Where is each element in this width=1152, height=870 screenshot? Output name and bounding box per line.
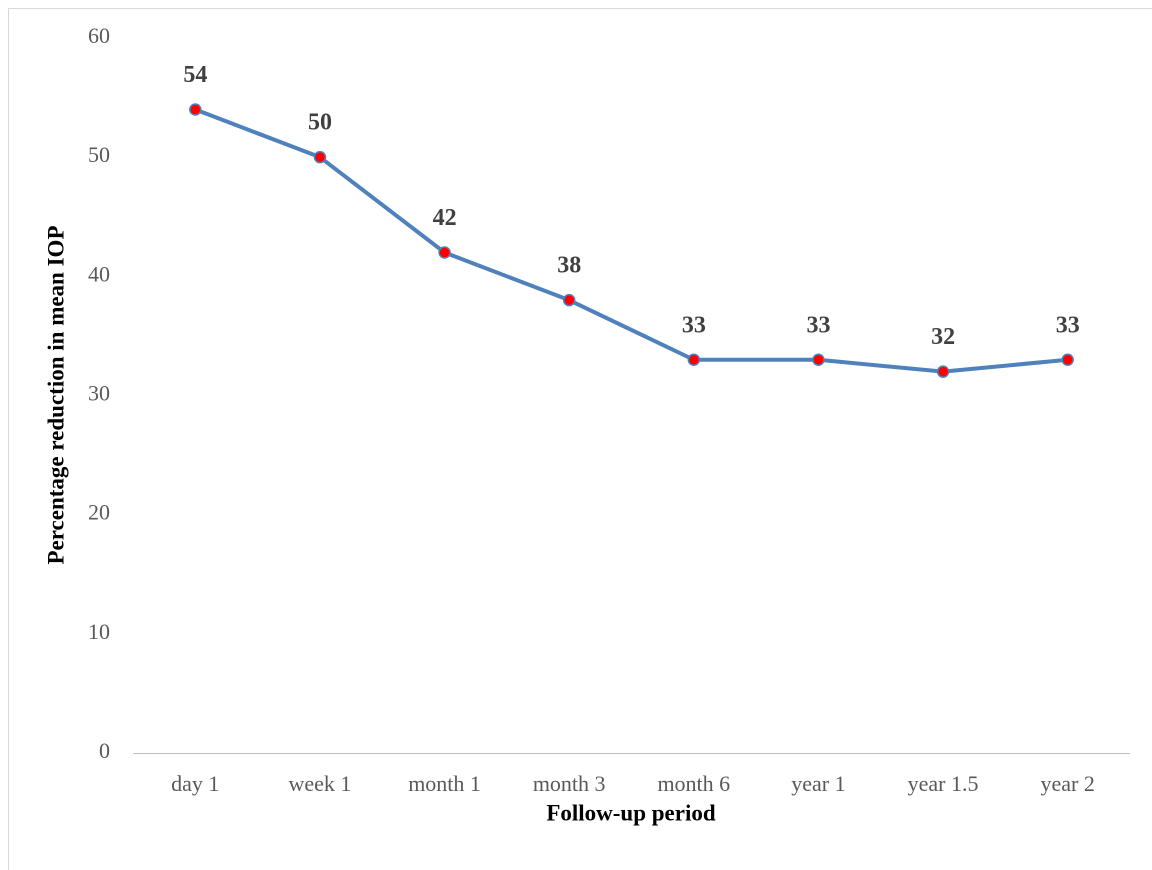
y-tick-label: 20: [88, 500, 110, 525]
data-label: 42: [433, 205, 457, 231]
y-tick-label: 30: [88, 381, 110, 406]
data-label: 38: [557, 253, 581, 279]
x-tick-label: year 2: [1041, 771, 1095, 796]
x-tick-label: day 1: [171, 771, 219, 796]
y-axis-title: Percentage reduction in mean IOP: [43, 226, 68, 565]
data-point: [189, 103, 202, 116]
y-tick-label: 50: [88, 142, 110, 167]
data-point: [562, 293, 576, 307]
series-line: [194, 107, 1068, 374]
y-tick-label: 10: [88, 619, 110, 644]
chart-border: [8, 8, 1152, 870]
x-tick-label: year 1.5: [908, 771, 979, 796]
data-label: 32: [931, 324, 955, 350]
data-point: [1061, 353, 1074, 366]
data-point: [313, 150, 327, 164]
data-point: [438, 246, 451, 259]
data-label: 33: [682, 312, 706, 338]
x-tick-label: month 3: [533, 771, 606, 796]
data-label: 54: [183, 62, 207, 88]
x-tick-label: year 1: [791, 771, 845, 796]
data-point: [936, 365, 950, 378]
x-tick-label: week 1: [288, 771, 351, 796]
y-tick-label: 40: [88, 261, 110, 286]
x-tick-label: month 6: [657, 771, 730, 796]
data-point: [687, 353, 701, 366]
x-axis-title: Follow-up period: [546, 800, 716, 825]
data-point: [812, 353, 825, 366]
data-label: 50: [308, 110, 332, 136]
data-label: 33: [806, 312, 830, 338]
x-tick-label: month 1: [408, 771, 481, 796]
data-label: 33: [1056, 312, 1080, 338]
y-tick-label: 0: [99, 738, 110, 763]
y-tick-label: 60: [88, 23, 110, 48]
